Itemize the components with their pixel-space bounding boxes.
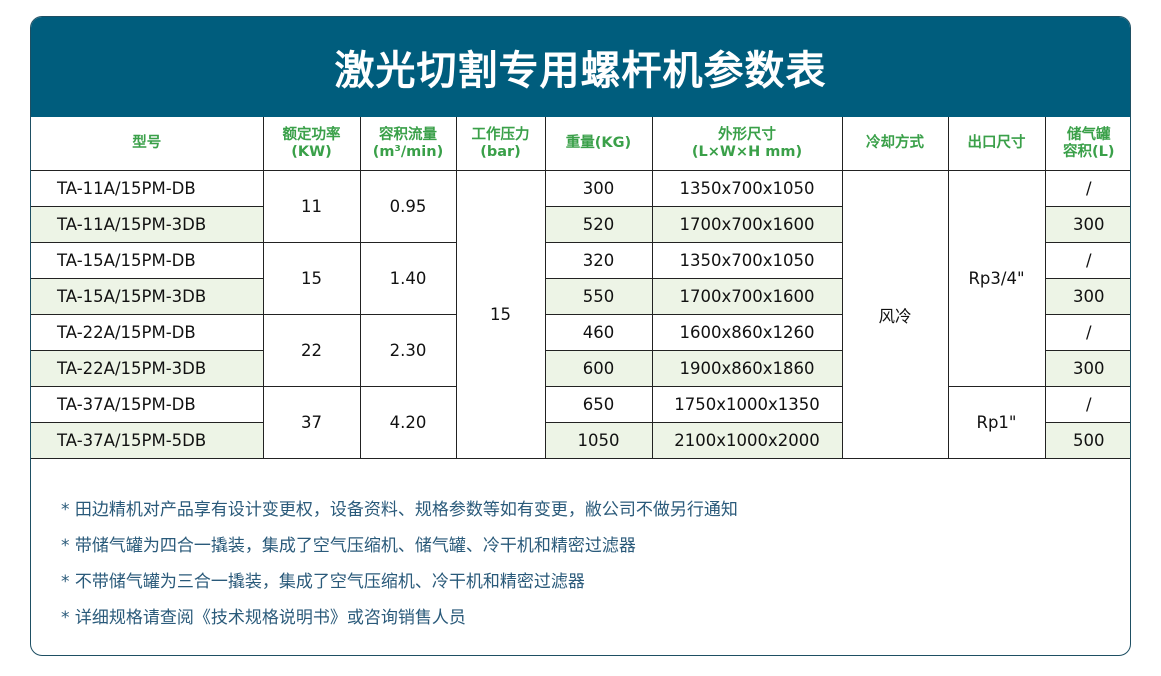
header-tank: 储气罐 容积(L) <box>1044 117 1130 171</box>
outlet-cell: Rp3/4" <box>947 170 1046 387</box>
header-tank-label: 储气罐 <box>1067 126 1111 143</box>
weight-cell: 320 <box>544 242 653 279</box>
dims-cell: 1700x700x1600 <box>651 278 843 315</box>
model-cell: TA-15A/15PM-3DB <box>31 278 264 315</box>
model-cell: TA-11A/15PM-DB <box>31 170 264 207</box>
header-outlet: 出口尺寸 <box>947 117 1046 171</box>
header-flow-unit: (m³/min) <box>372 143 444 160</box>
header-tank-unit: 容积(L) <box>1063 143 1115 160</box>
weight-cell: 520 <box>544 206 653 243</box>
tank-cell: / <box>1044 170 1130 207</box>
flow-cell: 1.40 <box>359 242 457 315</box>
tank-cell: 500 <box>1044 422 1130 459</box>
weight-cell: 300 <box>544 170 653 207</box>
dims-cell: 1350x700x1050 <box>651 242 843 279</box>
weight-cell: 550 <box>544 278 653 315</box>
header-pressure-label: 工作压力 <box>471 126 530 143</box>
dims-cell: 1600x860x1260 <box>651 314 843 351</box>
spec-table: 型号 额定功率 (KW) 容积流量 (m³/min) 工作压力 (bar) 重量(KG… <box>31 117 1130 459</box>
header-dims-unit: (L×W×H mm) <box>691 143 803 160</box>
model-cell: TA-22A/15PM-3DB <box>31 350 264 387</box>
header-row: 型号 额定功率 (KW) 容积流量 (m³/min) 工作压力 (bar) 重量(KG… <box>31 117 1130 171</box>
tank-cell: / <box>1044 314 1130 351</box>
model-cell: TA-37A/15PM-DB <box>31 386 264 423</box>
tank-cell: 300 <box>1044 278 1130 315</box>
header-pressure: 工作压力 (bar) <box>455 117 546 171</box>
header-flow: 容积流量 (m³/min) <box>359 117 457 171</box>
weight-cell: 1050 <box>544 422 653 459</box>
power-cell: 22 <box>262 314 361 387</box>
model-cell: TA-11A/15PM-3DB <box>31 206 264 243</box>
header-cooling: 冷却方式 <box>841 117 949 171</box>
page-title: 激光切割专用螺杆机参数表 <box>334 48 827 94</box>
note-item: * 带储气罐为四合一撬装，集成了空气压缩机、储气罐、冷干机和精密过滤器 <box>61 536 636 556</box>
header-power-unit: (KW) <box>291 143 332 160</box>
dims-cell: 1700x700x1600 <box>651 206 843 243</box>
table-row: TA-11A/15PM-DB 11 0.95 15 300 1350x700x1… <box>31 170 1130 459</box>
title-banner: 激光切割专用螺杆机参数表 <box>31 17 1130 117</box>
flow-cell: 0.95 <box>359 170 457 243</box>
tank-cell: 300 <box>1044 206 1130 243</box>
model-cell: TA-22A/15PM-DB <box>31 314 264 351</box>
note-item: * 不带储气罐为三合一撬装，集成了空气压缩机、冷干机和精密过滤器 <box>61 572 585 592</box>
header-power: 额定功率 (KW) <box>262 117 361 171</box>
power-cell: 15 <box>262 242 361 315</box>
model-cell: TA-37A/15PM-5DB <box>31 422 264 459</box>
cooling-cell: 风冷 <box>841 170 949 459</box>
header-dims-label: 外形尺寸 <box>718 126 776 143</box>
dims-cell: 1350x700x1050 <box>651 170 843 207</box>
flow-cell: 2.30 <box>359 314 457 387</box>
flow-cell: 4.20 <box>359 386 457 459</box>
tank-cell: / <box>1044 386 1130 423</box>
outlet-cell: Rp1" <box>947 386 1046 459</box>
weight-cell: 460 <box>544 314 653 351</box>
header-pressure-unit: (bar) <box>480 143 521 160</box>
power-cell: 11 <box>262 170 361 243</box>
notes-section: * 田边精机对产品享有设计变更权，设备资料、规格参数等如有变更，敝公司不做另行通… <box>61 492 738 636</box>
header-weight: 重量(KG) <box>544 117 653 171</box>
tank-cell: 300 <box>1044 350 1130 387</box>
header-flow-label: 容积流量 <box>379 126 437 143</box>
header-model: 型号 <box>31 117 264 171</box>
note-item: * 田边精机对产品享有设计变更权，设备资料、规格参数等如有变更，敝公司不做另行通… <box>61 500 738 520</box>
note-item: * 详细规格请查阅《技术规格说明书》或咨询销售人员 <box>61 608 466 628</box>
weight-cell: 600 <box>544 350 653 387</box>
table-row: TA-37A/15PM-5DB 1050 2100x1000x2000 500 <box>31 422 1130 459</box>
table-row: TA-15A/15PM-DB 15 1.40 320 1350x700x1050… <box>31 242 1130 315</box>
dims-cell: 1900x860x1860 <box>651 350 843 387</box>
dims-cell: 1750x1000x1350 <box>651 386 843 423</box>
pressure-cell: 15 <box>455 170 546 459</box>
table-row: TA-22A/15PM-3DB 600 1900x860x1860 300 <box>31 350 1130 387</box>
dims-cell: 2100x1000x2000 <box>651 422 843 459</box>
power-cell: 37 <box>262 386 361 459</box>
tank-cell: / <box>1044 242 1130 279</box>
table-row: TA-37A/15PM-DB 37 4.20 650 1750x1000x135… <box>31 386 1130 459</box>
header-power-label: 额定功率 <box>282 126 341 143</box>
table-row: TA-15A/15PM-3DB 550 1700x700x1600 300 <box>31 278 1130 315</box>
spec-card: 激光切割专用螺杆机参数表 型号 额定功率 (KW) 容积流量 (m³/min) 工作… <box>30 16 1131 656</box>
weight-cell: 650 <box>544 386 653 423</box>
header-dims: 外形尺寸 (L×W×H mm) <box>651 117 843 171</box>
model-cell: TA-15A/15PM-DB <box>31 242 264 279</box>
